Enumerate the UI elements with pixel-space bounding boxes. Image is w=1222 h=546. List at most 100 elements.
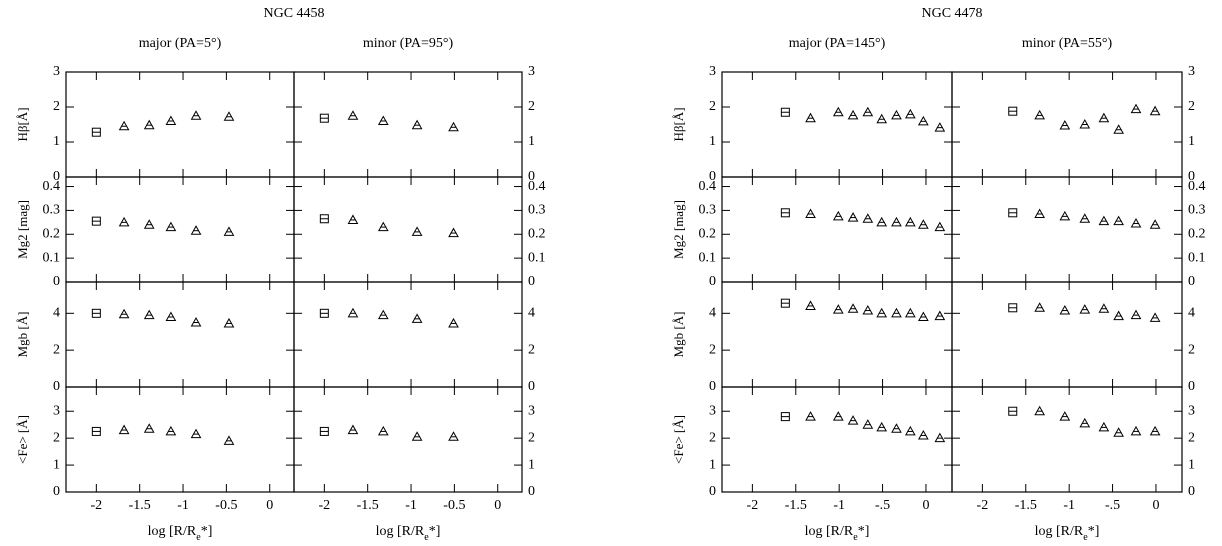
y-tick-label: 1: [709, 457, 716, 472]
y-tick-label: 0.1: [43, 250, 61, 265]
x-tick-label: 0: [266, 498, 273, 513]
y-tick-label: 0: [709, 274, 716, 289]
column-title: major (PA=5°): [139, 36, 222, 51]
y-axis-label: <Fe> [Å]: [15, 415, 30, 464]
y-tick-label: 1: [1188, 457, 1195, 472]
x-tick-label: -1: [405, 498, 417, 513]
x-axis-label-part: *]: [1088, 524, 1100, 539]
x-axis-label-part: *]: [201, 524, 213, 539]
y-tick-label: 2: [1188, 430, 1195, 445]
y-tick-label: 0.4: [43, 179, 61, 194]
x-tick-label: -1.5: [785, 498, 807, 513]
y-tick-label: 0: [709, 379, 716, 394]
y-tick-label: 0.2: [699, 226, 717, 241]
panel-frame: [65, 176, 295, 283]
y-tick-label: 2: [709, 99, 716, 114]
x-tick-label: -2: [91, 498, 103, 513]
x-axis-label: log [R/Re*]: [805, 524, 870, 543]
y-tick-label: 0: [53, 274, 60, 289]
x-tick-label: -0.5: [443, 498, 465, 513]
x-axis-label: log [R/Re*]: [376, 524, 441, 543]
y-tick-label: 0.1: [528, 250, 546, 265]
x-tick-label: -1: [177, 498, 189, 513]
x-axis-label-part: log [R/R: [376, 524, 425, 539]
y-tick-label: 4: [53, 306, 60, 321]
y-tick-label: 0: [53, 379, 60, 394]
x-tick-label: -1.5: [1015, 498, 1037, 513]
y-tick-label: 3: [528, 64, 535, 79]
data-point: [934, 122, 946, 132]
panel-frame: [721, 281, 953, 388]
y-tick-label: 1: [528, 134, 535, 149]
y-tick-label: 0: [53, 169, 60, 184]
y-tick-label: 3: [1188, 403, 1195, 418]
y-tick-label: 0: [1188, 169, 1195, 184]
x-axis-label-part: log [R/R: [1035, 524, 1084, 539]
y-tick-label: 0: [528, 274, 535, 289]
y-tick-label: 2: [1188, 99, 1195, 114]
x-tick-label: -1: [833, 498, 845, 513]
y-tick-label: 1: [53, 457, 60, 472]
galaxy-title: NGC 4458: [263, 6, 324, 21]
y-tick-label: 3: [1188, 64, 1195, 79]
x-axis-label-part: *]: [858, 524, 870, 539]
x-axis-label-part: log [R/R: [805, 524, 854, 539]
panel-frame: [951, 281, 1183, 388]
y-tick-label: 0.3: [699, 203, 717, 218]
panel-frame: [721, 386, 953, 493]
x-axis-label-part: *]: [429, 524, 441, 539]
y-tick-label: 2: [53, 342, 60, 357]
y-tick-label: 0.2: [528, 226, 546, 241]
x-tick-label: -0.5: [215, 498, 237, 513]
y-tick-label: 0: [1188, 274, 1195, 289]
panel-frame: [293, 71, 523, 178]
y-tick-label: 0.3: [1188, 203, 1206, 218]
x-tick-label: -2: [319, 498, 331, 513]
y-tick-label: 0.2: [1188, 226, 1206, 241]
y-axis-label: Hβ[Å]: [15, 107, 30, 141]
y-tick-label: 0: [528, 484, 535, 499]
y-axis-label: Mgb [Å]: [671, 312, 686, 358]
y-tick-label: 2: [1188, 342, 1195, 357]
x-axis-label-part: log [R/R: [148, 524, 197, 539]
x-tick-label: 0: [922, 498, 929, 513]
y-axis-label: Mgb [Å]: [15, 312, 30, 358]
y-tick-label: 0: [528, 169, 535, 184]
y-axis-label: <Fe> [Å]: [671, 415, 686, 464]
panel-frame: [65, 386, 295, 493]
panel-frame: [293, 176, 523, 283]
x-tick-label: -1.5: [357, 498, 379, 513]
y-tick-label: 1: [53, 134, 60, 149]
y-tick-label: 2: [53, 430, 60, 445]
y-tick-label: 1: [709, 134, 716, 149]
y-tick-label: 2: [709, 342, 716, 357]
panel-frame: [293, 281, 523, 388]
x-axis-label-part: e: [853, 532, 858, 543]
y-tick-label: 0.3: [43, 203, 61, 218]
y-tick-label: 0.1: [1188, 250, 1206, 265]
y-tick-label: 2: [53, 99, 60, 114]
panel-frame: [65, 281, 295, 388]
y-tick-label: 0: [1188, 379, 1195, 394]
column-title: minor (PA=55°): [1022, 36, 1113, 51]
x-axis-label: log [R/Re*]: [1035, 524, 1100, 543]
y-tick-label: 0.3: [528, 203, 546, 218]
y-tick-label: 3: [709, 64, 716, 79]
y-tick-label: 3: [53, 64, 60, 79]
panel-frame: [721, 176, 953, 283]
x-axis-label-part: e: [196, 532, 201, 543]
x-tick-label: -1: [1063, 498, 1075, 513]
x-tick-label: 0: [1152, 498, 1159, 513]
galaxy-title: NGC 4478: [921, 6, 982, 21]
column-title: minor (PA=95°): [363, 36, 454, 51]
x-tick-label: -.5: [875, 498, 890, 513]
y-tick-label: 4: [528, 306, 535, 321]
panel-frame: [65, 71, 295, 178]
y-tick-label: 2: [528, 99, 535, 114]
x-tick-label: -1.5: [129, 498, 151, 513]
y-tick-label: 0: [709, 484, 716, 499]
y-axis-label: Mg2 [mag]: [15, 200, 30, 259]
y-tick-label: 2: [528, 342, 535, 357]
panel-frame: [951, 176, 1183, 283]
